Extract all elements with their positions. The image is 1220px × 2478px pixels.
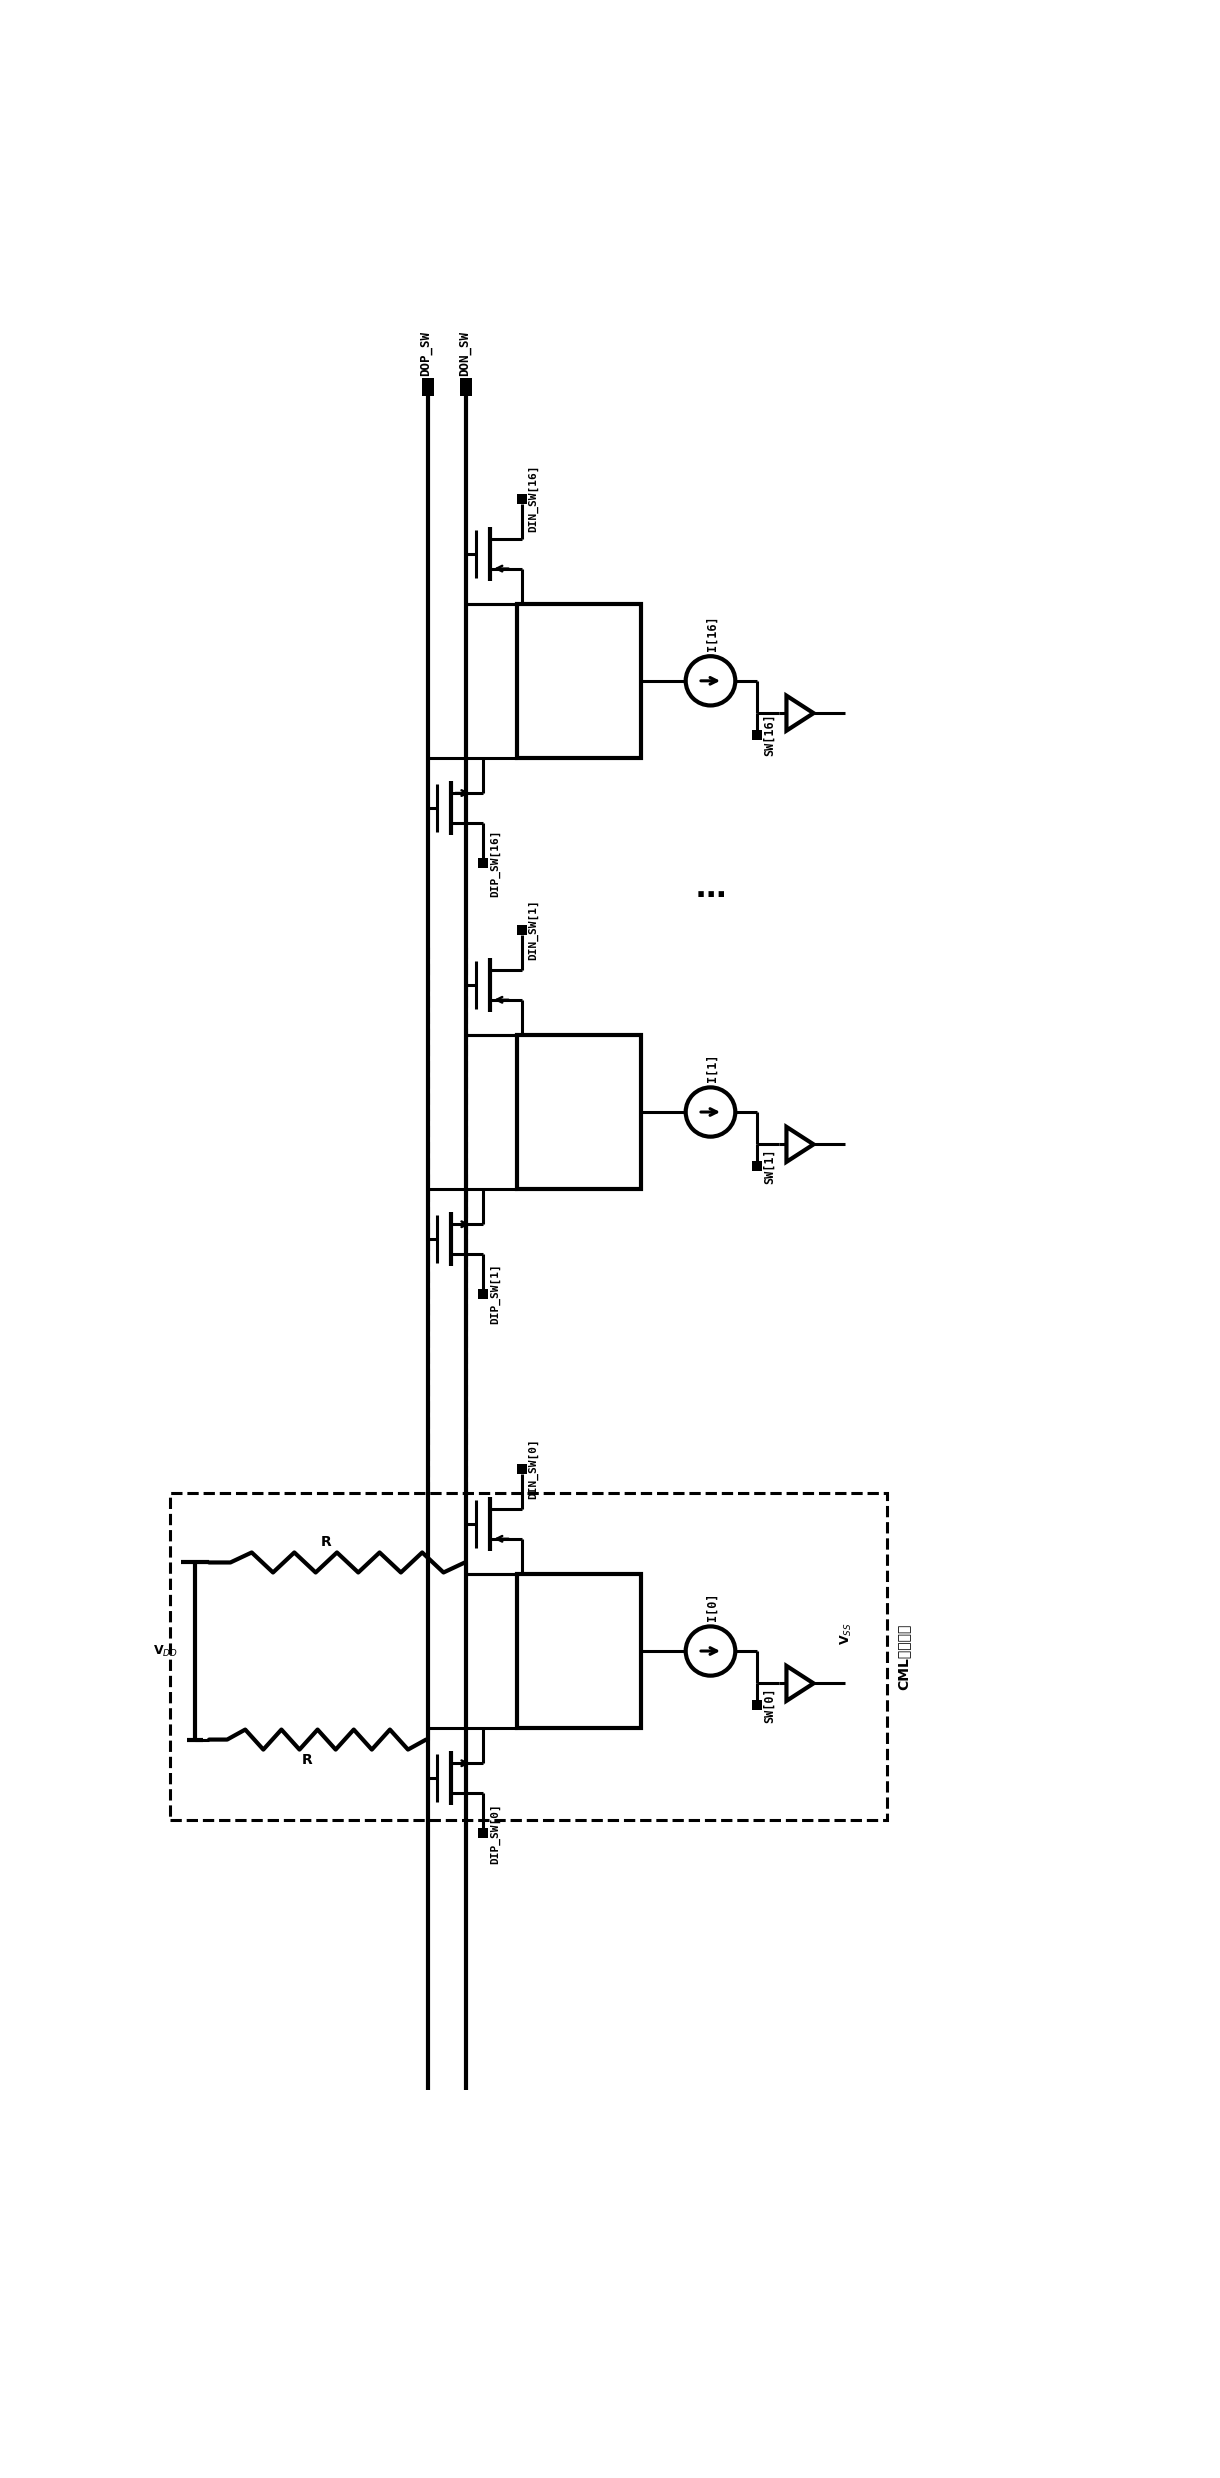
Bar — [478, 857, 488, 867]
Text: V$_{DD}$: V$_{DD}$ — [154, 1643, 178, 1658]
Bar — [478, 1289, 488, 1298]
Text: DIN_SW[0]: DIN_SW[0] — [528, 1440, 538, 1499]
Text: R: R — [301, 1754, 312, 1767]
Text: I[1]: I[1] — [705, 1053, 719, 1083]
Bar — [517, 493, 527, 503]
Text: DIN_SW[1]: DIN_SW[1] — [528, 900, 538, 961]
Text: DIN_SW[16]: DIN_SW[16] — [528, 466, 538, 533]
Bar — [752, 1162, 762, 1172]
Text: V$_{SS}$: V$_{SS}$ — [838, 1623, 854, 1645]
Text: SW[1]: SW[1] — [764, 1147, 776, 1184]
Bar — [517, 1464, 527, 1474]
Text: DOP_SW: DOP_SW — [420, 332, 433, 377]
Bar — [752, 731, 762, 741]
Text: SW[16]: SW[16] — [764, 714, 776, 756]
Bar — [460, 379, 472, 396]
Bar — [517, 605, 640, 758]
Text: I[0]: I[0] — [705, 1593, 719, 1621]
Bar — [170, 1494, 887, 1821]
Text: I[16]: I[16] — [705, 615, 719, 652]
Text: R: R — [321, 1534, 332, 1549]
Bar — [517, 924, 527, 934]
Bar — [752, 1700, 762, 1710]
Bar — [517, 1574, 640, 1727]
Text: ⋯: ⋯ — [695, 882, 726, 912]
Text: SW[0]: SW[0] — [764, 1688, 776, 1722]
Text: DON_SW: DON_SW — [459, 332, 471, 377]
Text: DIP_SW[1]: DIP_SW[1] — [489, 1264, 500, 1326]
Bar — [517, 1036, 640, 1189]
Text: DIP_SW[0]: DIP_SW[0] — [489, 1804, 500, 1863]
Text: DIP_SW[16]: DIP_SW[16] — [489, 830, 500, 897]
Bar — [478, 1829, 488, 1839]
Bar — [422, 379, 433, 396]
Text: CML复用单元: CML复用单元 — [897, 1623, 910, 1690]
